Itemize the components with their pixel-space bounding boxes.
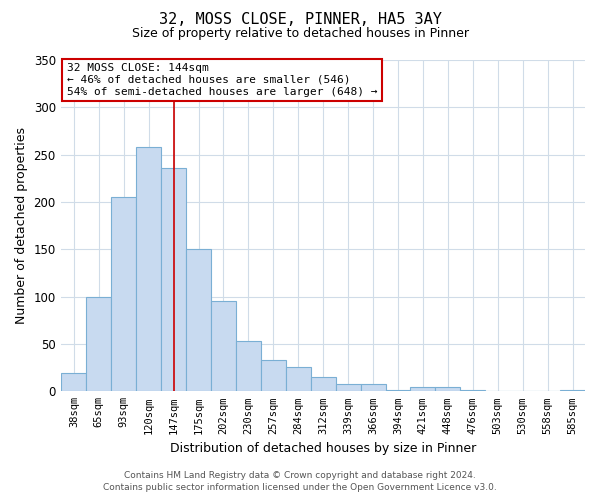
Bar: [386, 390, 410, 392]
Text: Size of property relative to detached houses in Pinner: Size of property relative to detached ho…: [131, 28, 469, 40]
Text: 32 MOSS CLOSE: 144sqm
← 46% of detached houses are smaller (546)
54% of semi-det: 32 MOSS CLOSE: 144sqm ← 46% of detached …: [67, 64, 377, 96]
Bar: [86, 296, 111, 392]
Bar: [261, 360, 286, 392]
Bar: [460, 390, 485, 392]
Bar: [186, 250, 211, 392]
Bar: [136, 147, 161, 392]
Bar: [436, 386, 460, 392]
Bar: [311, 377, 335, 392]
Text: Contains HM Land Registry data © Crown copyright and database right 2024.
Contai: Contains HM Land Registry data © Crown c…: [103, 471, 497, 492]
Bar: [410, 386, 436, 392]
Text: 32, MOSS CLOSE, PINNER, HA5 3AY: 32, MOSS CLOSE, PINNER, HA5 3AY: [158, 12, 442, 28]
Y-axis label: Number of detached properties: Number of detached properties: [15, 127, 28, 324]
Bar: [361, 384, 386, 392]
Bar: [236, 341, 261, 392]
Bar: [335, 384, 361, 392]
X-axis label: Distribution of detached houses by size in Pinner: Distribution of detached houses by size …: [170, 442, 476, 455]
Bar: [61, 374, 86, 392]
Bar: [211, 302, 236, 392]
Bar: [560, 390, 585, 392]
Bar: [161, 168, 186, 392]
Bar: [286, 366, 311, 392]
Bar: [111, 198, 136, 392]
